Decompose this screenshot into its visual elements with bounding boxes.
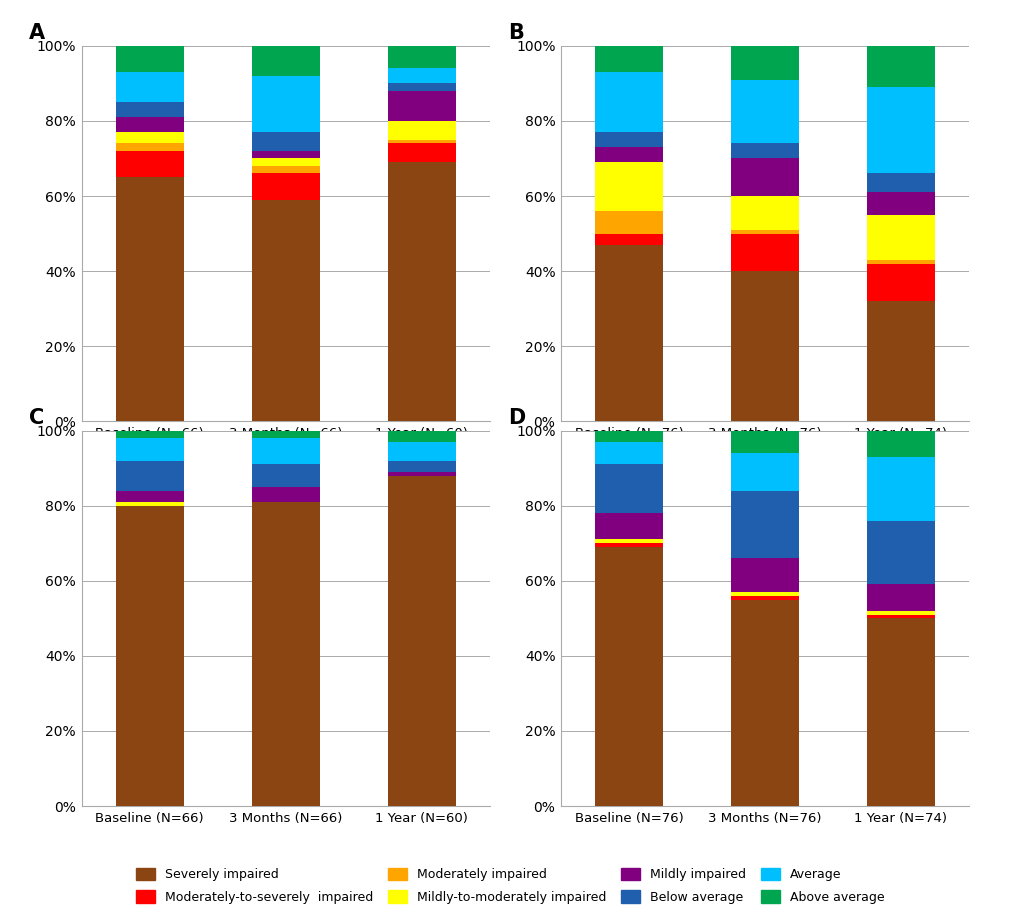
Bar [115, 461, 183, 491]
Bar [387, 431, 455, 442]
Bar [731, 80, 798, 144]
Bar [731, 271, 798, 421]
Bar [115, 46, 183, 72]
Bar [387, 83, 455, 91]
Bar [252, 46, 319, 76]
Bar [115, 72, 183, 103]
Bar [866, 301, 934, 421]
Bar [252, 132, 319, 151]
Bar [731, 230, 798, 234]
Bar [594, 543, 662, 547]
Bar [387, 162, 455, 421]
Bar [115, 491, 183, 502]
Bar [252, 200, 319, 421]
Bar [387, 46, 455, 69]
Bar [866, 46, 934, 87]
Bar [866, 520, 934, 584]
Bar [252, 151, 319, 158]
Bar [115, 117, 183, 132]
Bar [387, 472, 455, 475]
Text: D: D [507, 408, 525, 428]
Bar [731, 196, 798, 230]
Bar [594, 234, 662, 245]
Bar [387, 121, 455, 140]
Bar [866, 618, 934, 806]
Bar [387, 144, 455, 162]
Bar [594, 147, 662, 162]
Bar [252, 438, 319, 464]
Bar [866, 584, 934, 611]
Bar [594, 245, 662, 421]
Bar [115, 438, 183, 461]
Bar [115, 502, 183, 506]
Bar [252, 158, 319, 166]
Bar [866, 173, 934, 192]
Bar [731, 558, 798, 592]
Bar [594, 46, 662, 72]
Bar [594, 132, 662, 147]
Bar [731, 46, 798, 80]
Bar [594, 442, 662, 464]
Bar [387, 475, 455, 806]
Bar [866, 431, 934, 457]
Bar [594, 211, 662, 234]
Bar [731, 595, 798, 600]
Bar [594, 540, 662, 543]
Bar [594, 464, 662, 513]
Bar [252, 166, 319, 173]
Bar [115, 431, 183, 438]
Bar [115, 144, 183, 151]
Bar [866, 260, 934, 264]
Bar [115, 132, 183, 144]
Bar [731, 491, 798, 558]
Bar [731, 453, 798, 491]
Bar [866, 615, 934, 618]
Text: B: B [507, 23, 524, 43]
Bar [594, 431, 662, 442]
Bar [731, 592, 798, 595]
Bar [731, 600, 798, 806]
Bar [866, 87, 934, 173]
Bar [387, 140, 455, 144]
Bar [252, 487, 319, 502]
Bar [866, 192, 934, 215]
Bar [731, 158, 798, 196]
Bar [115, 178, 183, 421]
Bar [387, 69, 455, 83]
Bar [594, 72, 662, 132]
Bar [594, 547, 662, 806]
Bar [252, 76, 319, 132]
Bar [866, 611, 934, 615]
Text: C: C [29, 408, 44, 428]
Bar [115, 506, 183, 806]
Bar [866, 457, 934, 520]
Bar [594, 162, 662, 211]
Bar [731, 431, 798, 453]
Bar [731, 234, 798, 271]
Text: A: A [29, 23, 45, 43]
Bar [115, 151, 183, 178]
Bar [115, 103, 183, 117]
Bar [387, 91, 455, 121]
Legend: Severely impaired, Moderately-to-severely  impaired, Moderately impaired, Mildly: Severely impaired, Moderately-to-severel… [129, 861, 890, 910]
Bar [866, 264, 934, 301]
Bar [252, 464, 319, 487]
Bar [252, 431, 319, 438]
Bar [387, 461, 455, 472]
Bar [731, 144, 798, 158]
Bar [594, 513, 662, 540]
Bar [866, 215, 934, 260]
Bar [387, 442, 455, 461]
Bar [252, 502, 319, 806]
Bar [252, 173, 319, 200]
